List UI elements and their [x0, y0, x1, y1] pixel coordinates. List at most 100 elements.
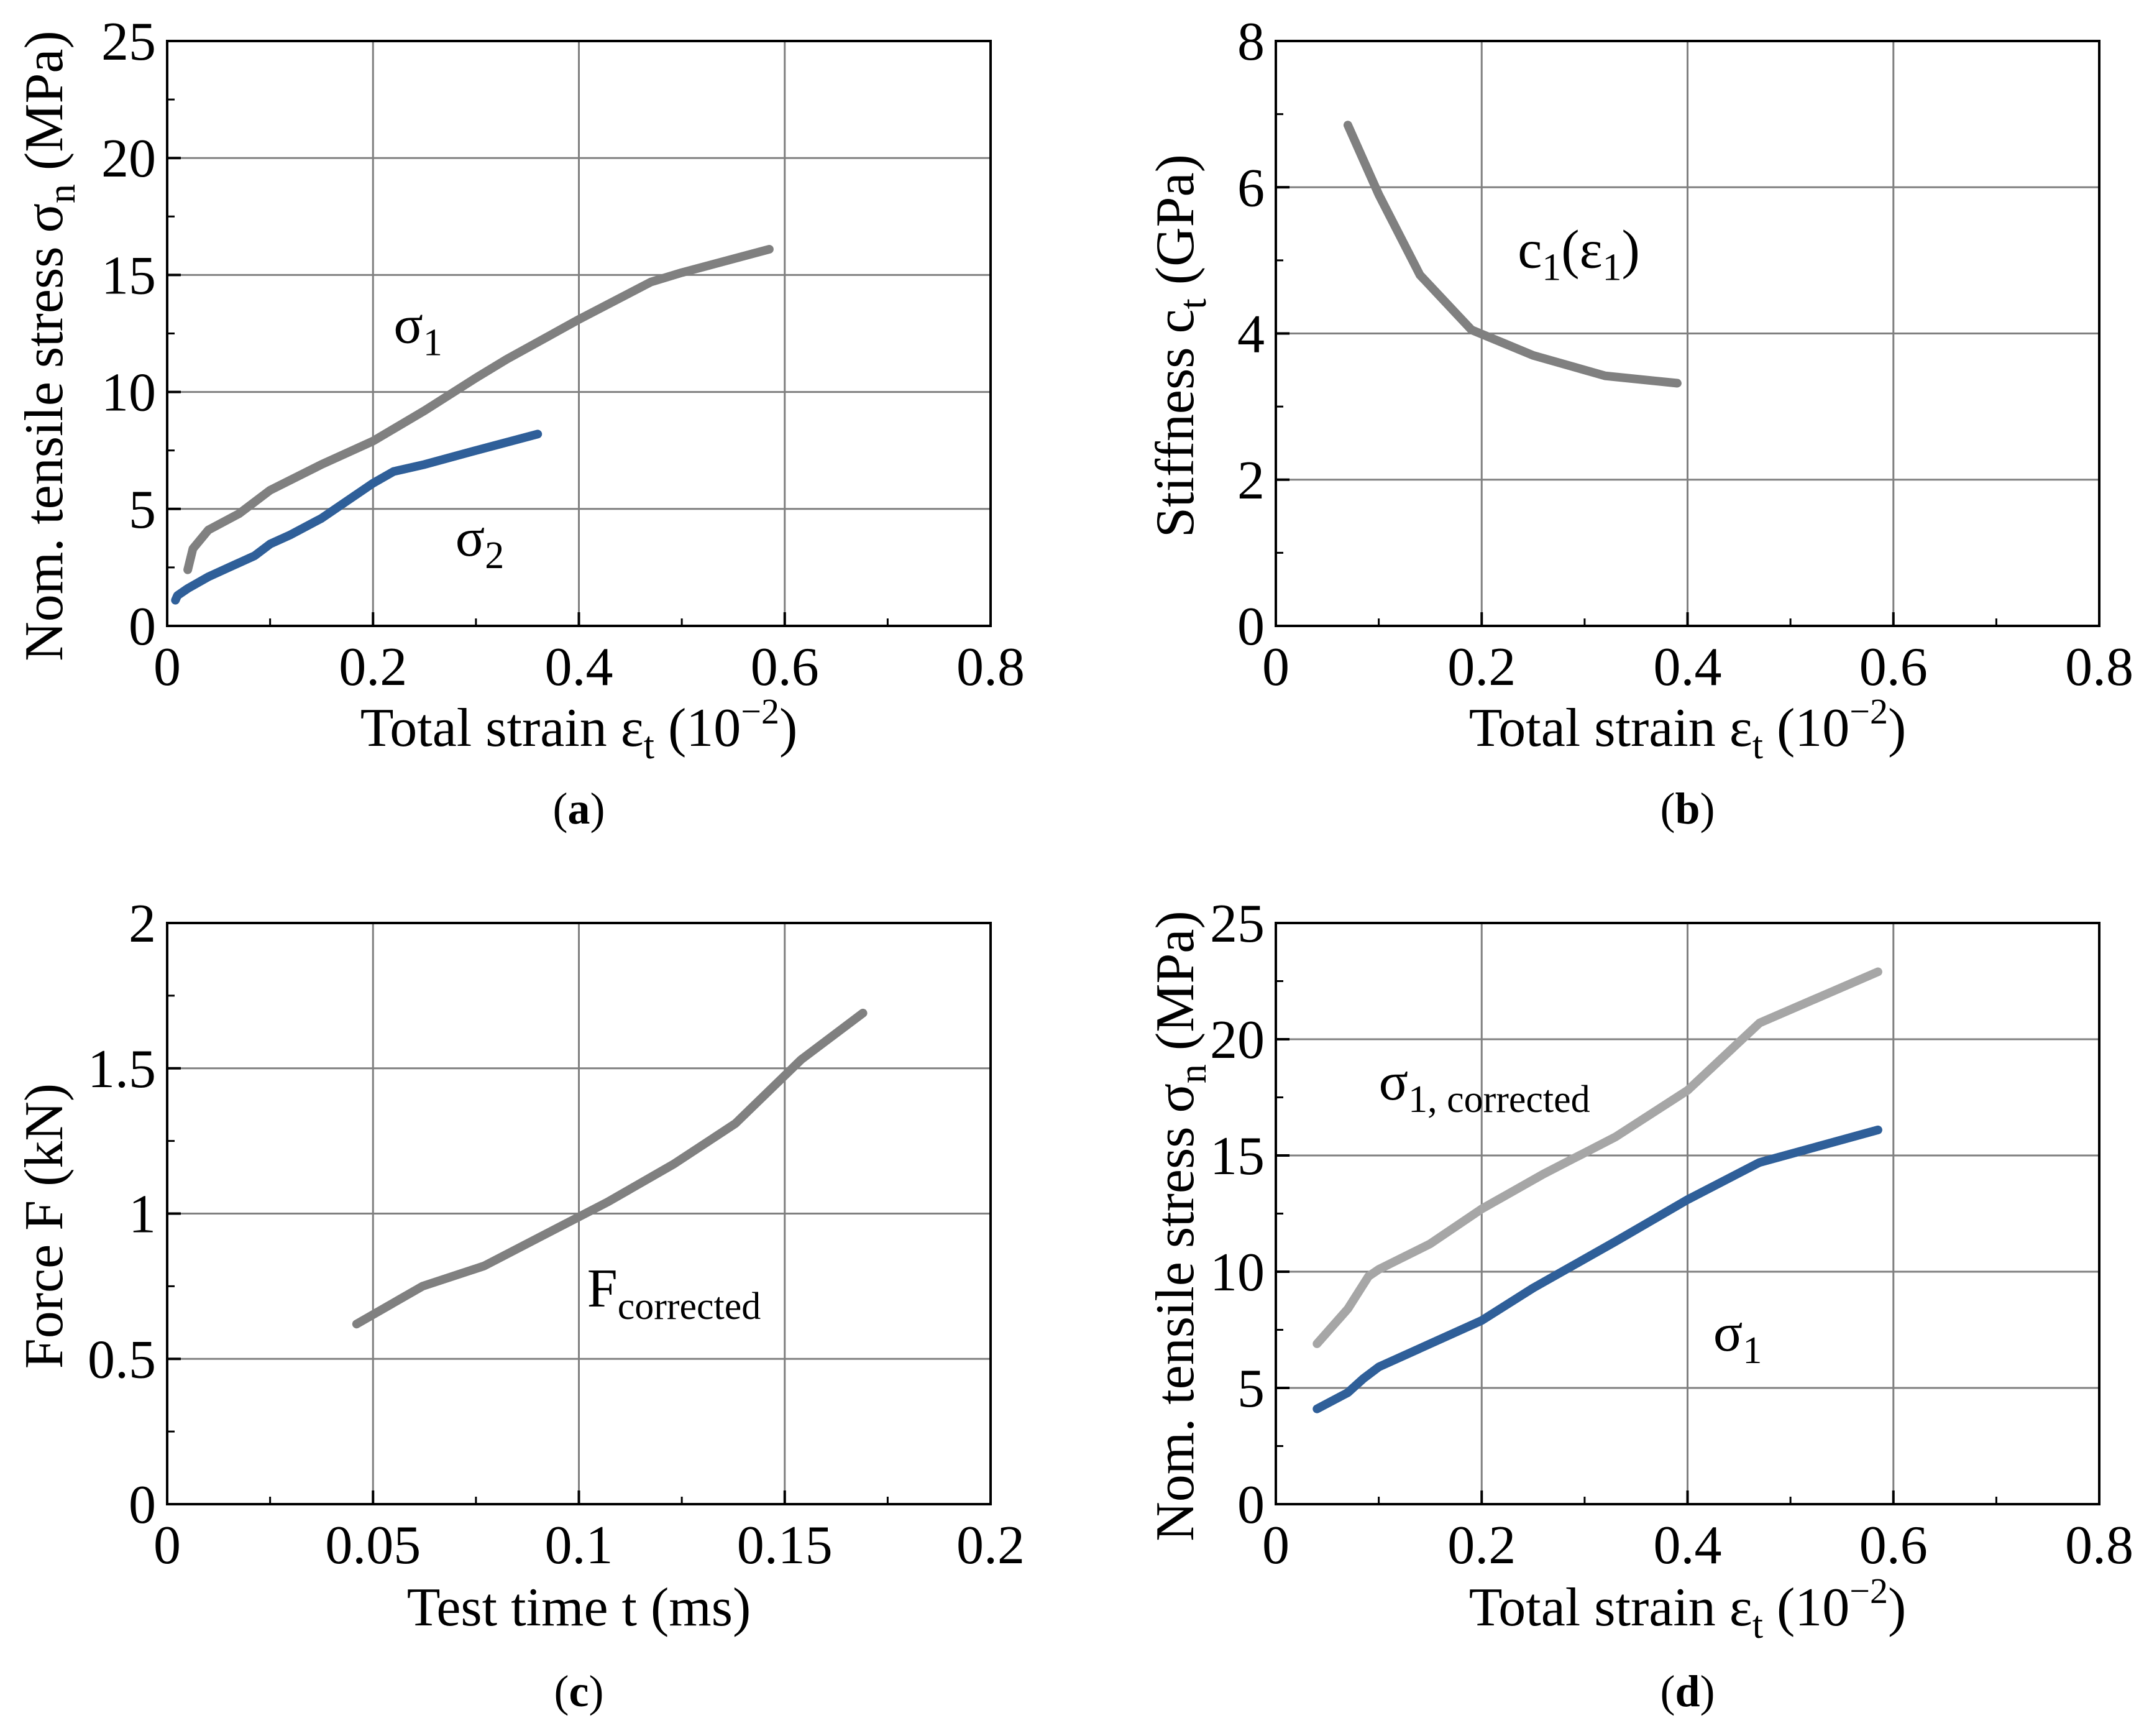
panel-caption: (b)	[1660, 784, 1715, 834]
x-axis-label-sub: t	[644, 725, 654, 767]
panel-caption: (d)	[1660, 1666, 1715, 1716]
x-tick-label: 0.2	[956, 1515, 1025, 1576]
x-axis-label-main: Total strain ε	[1469, 698, 1752, 758]
y-axis-label-tail: (MPa)	[1145, 911, 1206, 1064]
x-tick-label: 0.8	[2065, 637, 2133, 697]
x-tick-label: 0.4	[1654, 1515, 1722, 1576]
series-annotation-1: σ1	[393, 295, 442, 364]
x-tick-label: 0	[153, 637, 181, 697]
y-axis-label-main: Force F (kN)	[14, 1083, 75, 1369]
caption-close: )	[589, 1666, 603, 1716]
series-line-1	[1343, 121, 1682, 388]
caption-close: )	[1700, 784, 1715, 834]
x-tick-label: 0.8	[956, 637, 1025, 697]
y-axis-label-sub: n	[41, 184, 83, 203]
annotation-main: σ	[1379, 1052, 1408, 1112]
annotation-sub: corrected	[618, 1285, 761, 1328]
panel-caption: (c)	[554, 1666, 604, 1716]
y-tick-label: 2	[1237, 451, 1265, 511]
y-axis-label-tail: (GPa)	[1145, 154, 1206, 298]
series-annotation-2: σ2	[456, 508, 504, 577]
y-tick-label: 8	[1237, 12, 1265, 72]
annotation-main: σ	[393, 295, 423, 356]
x-tick-label: 0	[153, 1515, 181, 1576]
y-axis-label-main: Nom. tensile stress σ	[14, 203, 75, 661]
y-axis-label: Force F (kN)	[14, 1083, 75, 1369]
x-axis-label: Total strain εt (10−2)	[1469, 1571, 1907, 1646]
x-tick-label: 0.6	[751, 637, 819, 697]
x-axis-label-end: )	[1888, 698, 1906, 758]
x-axis-label: Total strain εt (10−2)	[1469, 691, 1907, 767]
x-axis-label-end: )	[1888, 1578, 1906, 1638]
caption-open: (	[554, 1666, 569, 1716]
y-tick-label: 6	[1237, 158, 1265, 218]
series-annotation-2: σ1	[1713, 1303, 1762, 1372]
series-annotation-1: Fcorrected	[587, 1259, 761, 1328]
y-tick-label: 5	[1237, 1359, 1265, 1419]
y-tick-label: 0	[129, 597, 156, 657]
series-annotation-1: σ1, corrected	[1379, 1052, 1590, 1121]
x-tick-label: 0.4	[1654, 637, 1722, 697]
annotation-main: σ	[1713, 1303, 1743, 1363]
y-axis-label: Nom. tensile stress σn (MPa)	[1145, 911, 1214, 1541]
y-axis-label: Nom. tensile stress σn (MPa)	[14, 30, 83, 661]
x-tick-label: 0.2	[1447, 1515, 1516, 1576]
x-tick-label: 0	[1262, 637, 1290, 697]
panel-d: 0 0.2 0.4 0.6 0.8 0 5 10 15 20 25 Total strain εt (…	[1145, 894, 2133, 1716]
y-tick-label: 15	[1210, 1126, 1265, 1187]
y-tick-label: 15	[101, 246, 156, 306]
y-axis-label-main: Nom. tensile stress σ	[1145, 1083, 1206, 1541]
y-axis-label-tail: (MPa)	[14, 30, 75, 184]
x-axis-label-tail: (10	[1763, 1578, 1849, 1638]
annotation-sub: 1	[1542, 247, 1561, 289]
y-tick-label: 1.5	[88, 1039, 156, 1100]
x-tick-label: 0.05	[325, 1515, 421, 1576]
series-line-1	[352, 1008, 868, 1329]
caption-letter: c	[569, 1666, 589, 1716]
panel-c: 0 0.05 0.1 0.15 0.2 0 0.5 1 1.5 2 Test time t (ms)…	[14, 894, 1025, 1716]
x-axis-label-end: )	[779, 698, 797, 758]
panel-a: 0 0.2 0.4 0.6 0.8 0 5 10 15 20 25 Total strain εt (…	[14, 12, 1025, 834]
annotation-sub: 2	[485, 535, 504, 577]
y-tick-label: 20	[101, 129, 156, 189]
y-tick-label: 0	[1237, 1475, 1265, 1535]
annotation-tail: (ε	[1561, 220, 1602, 280]
x-axis-label-main: Test time t (ms)	[407, 1578, 751, 1638]
y-tick-label: 10	[1210, 1242, 1265, 1303]
caption-open: (	[553, 784, 568, 834]
y-tick-label: 0	[129, 1475, 156, 1535]
annotation-sub2: 1	[1603, 247, 1622, 289]
y-axis-label: Stiffness ct (GPa)	[1145, 154, 1214, 538]
x-axis-label-sup: −2	[1849, 691, 1888, 732]
y-tick-label: 0	[1237, 597, 1265, 657]
annotation-sub: 1	[423, 322, 442, 364]
annotation-main: σ	[456, 508, 485, 568]
annotation-sub: 1	[1743, 1330, 1762, 1372]
caption-close: )	[1700, 1666, 1715, 1716]
y-tick-label: 1	[129, 1185, 156, 1245]
annotation-end: )	[1622, 220, 1640, 280]
series-annotation-1: c1(ε1)	[1518, 220, 1640, 289]
caption-close: )	[590, 784, 605, 834]
x-axis-label-main: Total strain ε	[1469, 1578, 1752, 1638]
y-tick-label: 0.5	[88, 1330, 156, 1390]
x-tick-label: 0.15	[737, 1515, 833, 1576]
x-axis-label-tail: (10	[654, 698, 741, 758]
y-axis-label-sub: t	[1172, 298, 1214, 309]
x-axis-label-sub: t	[1752, 1604, 1763, 1646]
series-line-2	[171, 429, 543, 605]
series-line-1	[1313, 967, 1882, 1348]
x-axis-label: Total strain εt (10−2)	[360, 691, 798, 767]
x-axis-label-sub: t	[1752, 725, 1763, 767]
y-tick-label: 2	[129, 894, 156, 954]
annotation-main: F	[587, 1259, 618, 1319]
y-tick-label: 25	[1210, 894, 1265, 954]
y-axis-label-main: Stiffness c	[1145, 309, 1206, 537]
x-tick-label: 0.2	[339, 637, 407, 697]
x-tick-label: 0.4	[545, 637, 613, 697]
x-tick-label: 0.8	[2065, 1515, 2133, 1576]
x-axis-label-tail: (10	[1763, 698, 1849, 758]
x-tick-label: 0.1	[545, 1515, 613, 1576]
caption-open: (	[1660, 784, 1675, 834]
